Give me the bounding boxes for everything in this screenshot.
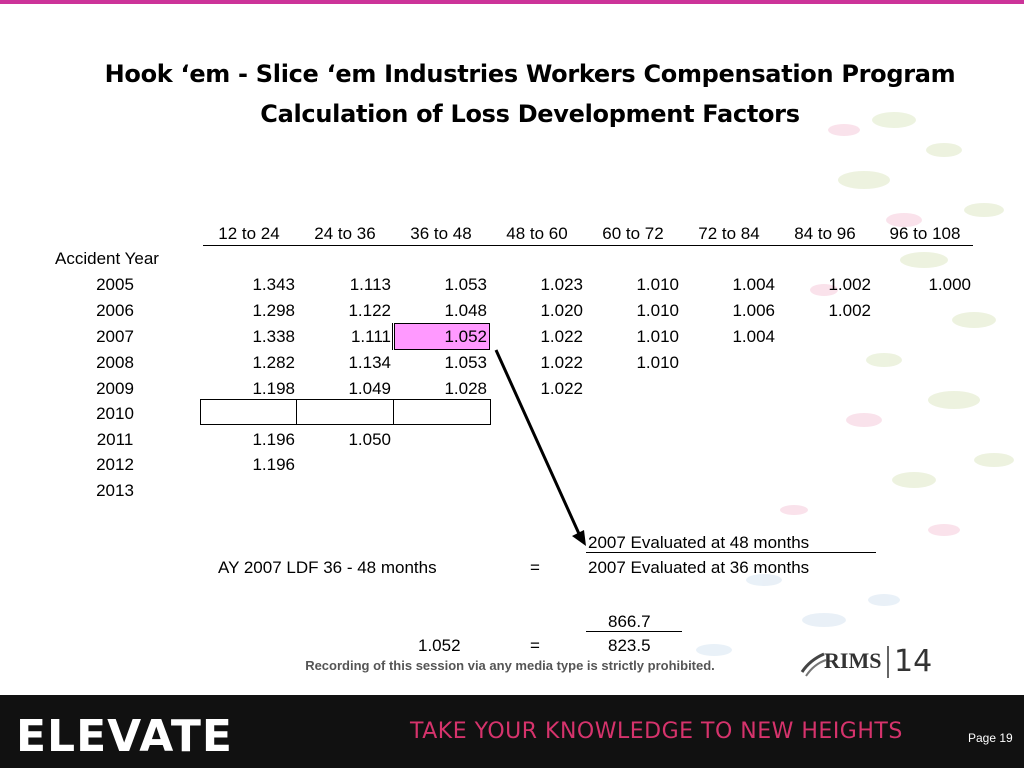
- ldf-cell: 1.002: [828, 301, 871, 320]
- ldf-cell: 1.022: [540, 327, 583, 346]
- recording-notice: Recording of this session via any media …: [305, 658, 715, 673]
- column-header: 60 to 72: [602, 224, 664, 243]
- rims-logo-text: RIMS: [824, 648, 882, 673]
- cell-divider: [392, 323, 393, 350]
- ldf-cell: 1.022: [540, 379, 583, 398]
- ldf-cell: 1.196: [252, 455, 295, 474]
- empty-cell-box: [200, 399, 297, 425]
- ldf-cell: 1.196: [252, 430, 295, 449]
- footer-bar: ELEVATE TAKE YOUR KNOWLEDGE TO NEW HEIGH…: [0, 695, 1024, 768]
- ldf-cell: 1.053: [444, 353, 487, 372]
- numerator-value: 866.7: [608, 612, 651, 631]
- ldf-cell: 1.000: [928, 275, 971, 294]
- column-header: 96 to 108: [889, 224, 961, 243]
- accident-year-label: 2006: [96, 301, 134, 320]
- ldf-cell-highlighted: 1.052: [444, 327, 487, 346]
- row-label-header: Accident Year: [55, 249, 159, 268]
- ldf-cell: 1.020: [540, 301, 583, 320]
- denominator-value: 823.5: [608, 636, 651, 655]
- ldf-cell: 1.298: [252, 301, 295, 320]
- header-underline: [203, 245, 973, 246]
- elevate-logo: ELEVATE: [16, 711, 233, 762]
- accident-year-label: 2009: [96, 379, 134, 398]
- ldf-cell: 1.049: [348, 379, 391, 398]
- slide-title-line-2: Calculation of Loss Development Factors: [260, 100, 800, 128]
- column-header: 48 to 60: [506, 224, 568, 243]
- accident-year-label: 2008: [96, 353, 134, 372]
- accident-year-label: 2013: [96, 481, 134, 500]
- column-header: 72 to 84: [698, 224, 760, 243]
- column-header: 36 to 48: [410, 224, 472, 243]
- value-fraction-bar: [586, 631, 682, 632]
- ldf-cell: 1.134: [348, 353, 391, 372]
- ldf-cell: 1.002: [828, 275, 871, 294]
- footer-tagline: TAKE YOUR KNOWLEDGE TO NEW HEIGHTS: [410, 719, 903, 744]
- fraction-bar: [586, 552, 876, 553]
- equals-sign: =: [530, 636, 540, 655]
- top-accent-bar: [0, 0, 1024, 4]
- ldf-cell: 1.198: [252, 379, 295, 398]
- ldf-cell: 1.113: [349, 275, 391, 294]
- page-number: Page 19: [968, 731, 1013, 745]
- ldf-cell: 1.010: [636, 327, 679, 346]
- formula-lhs-label: AY 2007 LDF 36 - 48 months: [218, 558, 437, 577]
- ldf-cell: 1.338: [252, 327, 295, 346]
- pointer-arrow: [494, 349, 586, 546]
- accident-year-label: 2005: [96, 275, 134, 294]
- formula-denominator-label: 2007 Evaluated at 36 months: [588, 558, 810, 577]
- column-header: 24 to 36: [314, 224, 376, 243]
- rims-logo: RIMS 14: [800, 642, 933, 682]
- ldf-cell: 1.343: [252, 275, 295, 294]
- rims-logo-number: 14: [894, 644, 933, 679]
- ldf-cell: 1.004: [732, 327, 775, 346]
- empty-cell-box: [296, 399, 394, 425]
- ldf-cell: 1.122: [348, 301, 391, 320]
- ldf-cell: 1.053: [444, 275, 487, 294]
- ldf-cell: 1.006: [732, 301, 775, 320]
- highlighted-cell-box: [394, 323, 490, 350]
- ldf-cell: 1.111: [350, 327, 391, 346]
- rims-swoosh-icon: [800, 646, 889, 678]
- ldf-cell: 1.048: [444, 301, 487, 320]
- ldf-cell: 1.282: [252, 353, 295, 372]
- equals-sign: =: [530, 558, 540, 577]
- ldf-cell: 1.028: [444, 379, 487, 398]
- ldf-cell: 1.010: [636, 275, 679, 294]
- accident-year-label: 2007: [96, 327, 134, 346]
- accident-year-label: 2010: [96, 404, 134, 423]
- ldf-cell: 1.022: [540, 353, 583, 372]
- ldf-result: 1.052: [418, 636, 461, 655]
- column-header: 12 to 24: [218, 224, 280, 243]
- accident-year-label: 2011: [96, 430, 134, 449]
- ldf-cell: 1.004: [732, 275, 775, 294]
- ldf-cell: 1.023: [540, 275, 583, 294]
- ldf-cell: 1.010: [636, 301, 679, 320]
- slide-title-line-1: Hook ‘em - Slice ‘em Industries Workers …: [104, 60, 956, 88]
- column-header: 84 to 96: [794, 224, 856, 243]
- empty-cell-box: [393, 399, 491, 425]
- accident-year-label: 2012: [96, 455, 134, 474]
- ldf-cell: 1.050: [348, 430, 391, 449]
- ldf-cell: 1.010: [636, 353, 679, 372]
- formula-numerator-label: 2007 Evaluated at 48 months: [588, 533, 810, 552]
